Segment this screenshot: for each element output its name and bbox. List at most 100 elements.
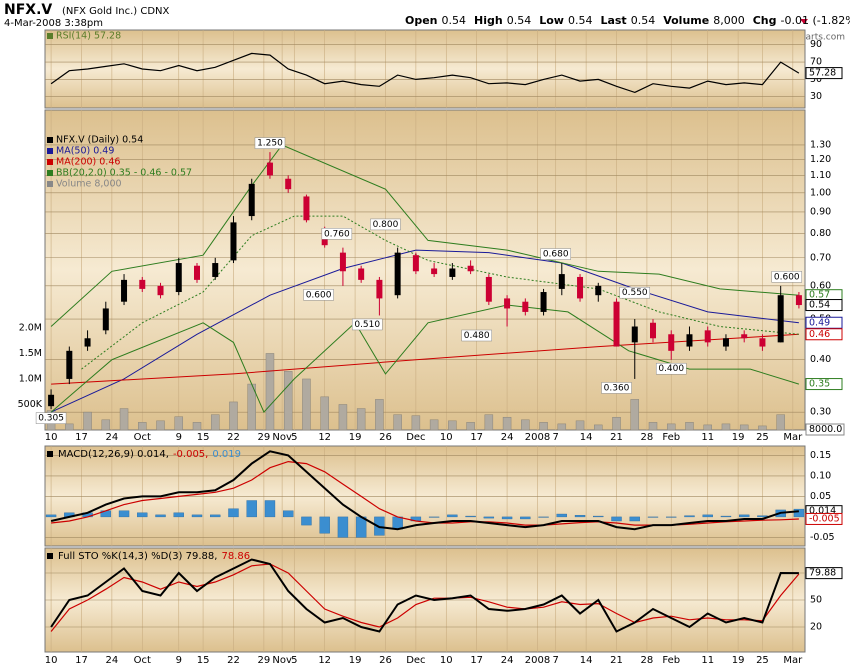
volume-bar xyxy=(630,399,640,431)
candle-body xyxy=(741,334,748,339)
overlay-line xyxy=(50,249,799,413)
value-box-label: 0.54 xyxy=(809,300,830,311)
volume-bar xyxy=(65,423,74,431)
histogram-bar xyxy=(647,516,659,518)
timestamp: 4-Mar-2008 3:38pm xyxy=(4,18,103,29)
x-tick-label: 19 xyxy=(349,432,362,443)
plot xyxy=(45,450,805,538)
y-tick-label: 0.05 xyxy=(810,491,831,502)
candle-body xyxy=(668,334,675,351)
candle-body xyxy=(121,279,128,302)
value-box-label: 8000.0 xyxy=(809,424,842,435)
value-box-label: 79.88 xyxy=(809,568,836,579)
series-line xyxy=(50,563,800,632)
histogram-bar xyxy=(720,515,732,518)
plot xyxy=(46,144,804,431)
histogram-bar xyxy=(264,500,276,518)
x-tick-label: 7 xyxy=(553,655,559,666)
x-tick-label: 19 xyxy=(732,432,745,443)
histogram-bar xyxy=(45,514,57,518)
candle-body xyxy=(650,322,656,339)
annotation-box xyxy=(540,248,571,260)
x-tick-label: 12 xyxy=(318,655,331,666)
annotation-box xyxy=(370,218,401,231)
annotation: 0.600 xyxy=(306,290,332,300)
histogram-bar xyxy=(173,512,184,518)
candle-body xyxy=(212,263,219,277)
candle-body xyxy=(449,268,456,277)
overlay-line xyxy=(50,144,799,327)
legend-entry: MA(50) 0.49 xyxy=(56,146,114,157)
histogram-bar xyxy=(538,516,549,518)
candle-body xyxy=(631,326,638,343)
volume-bar xyxy=(101,419,111,431)
volume-bar xyxy=(302,378,311,431)
candle-body xyxy=(759,338,766,347)
value-box xyxy=(805,67,843,80)
candle-body xyxy=(613,301,620,347)
legend-swatch xyxy=(47,148,53,154)
candle-body xyxy=(230,222,237,261)
x-tick-label: 17 xyxy=(470,655,483,666)
x-tick-label: 28 xyxy=(641,432,654,443)
volume-bar xyxy=(594,424,603,431)
histogram-bar xyxy=(137,512,148,518)
volume-bar xyxy=(283,371,293,431)
histogram-bar xyxy=(118,510,130,518)
annotation: 0.510 xyxy=(354,320,380,330)
legend-swatch xyxy=(47,159,53,165)
x-tick-label: Oct xyxy=(134,655,151,666)
x-tick-label: 22 xyxy=(227,432,240,443)
quote-label: Volume xyxy=(663,14,709,27)
volume-bar xyxy=(666,423,676,431)
y-tick-label: 30 xyxy=(810,91,822,102)
x-tick-label: Nov xyxy=(272,432,292,443)
histogram-bar xyxy=(392,516,403,530)
y-tick-label: 0.10 xyxy=(810,470,831,481)
legend-swatch xyxy=(47,181,53,187)
legend-entry: MA(200) 0.46 xyxy=(56,157,120,168)
volume-bar xyxy=(758,425,767,431)
volume-bar xyxy=(703,424,712,431)
x-tick-label: 29 xyxy=(258,655,271,666)
value-box xyxy=(805,378,843,391)
volume-bar xyxy=(448,420,457,431)
candle-body xyxy=(194,265,200,280)
candle-body xyxy=(358,268,365,280)
candle-body xyxy=(175,263,182,293)
x-tick-label: 11 xyxy=(701,432,714,443)
candle-body xyxy=(504,298,511,309)
x-tick-label: Mar xyxy=(783,432,803,443)
x-tick-label: 24 xyxy=(501,432,514,443)
histogram-bar xyxy=(702,514,713,518)
y2-tick-label: 500K xyxy=(18,399,43,410)
histogram-bar xyxy=(501,516,513,520)
x-tick-label: Dec xyxy=(406,655,425,666)
x-tick-label: 28 xyxy=(641,655,654,666)
volume-bar xyxy=(138,422,147,431)
annotation: 0.600 xyxy=(774,272,800,282)
candle-body xyxy=(157,285,164,296)
company: (NFX Gold Inc.) CDNX xyxy=(62,6,170,17)
x-tick-label: Nov xyxy=(272,655,292,666)
annotation-box xyxy=(655,362,687,375)
annotation: 0.550 xyxy=(622,288,648,298)
histogram-bar xyxy=(465,515,476,518)
legend-entry: 0.019 xyxy=(212,449,241,460)
candle-body xyxy=(686,334,693,347)
x-tick-label: 11 xyxy=(701,655,714,666)
candle-body xyxy=(558,274,565,289)
y2-tick-label: 1.0M xyxy=(19,373,42,384)
value-box xyxy=(805,328,843,341)
volume-bar xyxy=(539,422,548,431)
candle-body xyxy=(48,394,55,407)
value-box-label: 0.014 xyxy=(809,506,836,517)
y-tick-label: 0.90 xyxy=(810,206,831,217)
candle-body xyxy=(540,292,547,312)
annotation: 0.480 xyxy=(464,331,490,341)
annotation-box xyxy=(254,137,286,149)
legend-entry: NFX.V (Daily) 0.54 xyxy=(56,135,143,146)
annotation: 0.680 xyxy=(543,250,569,260)
x-tick-label: Feb xyxy=(662,432,680,443)
x-tick-label: 2008 xyxy=(525,432,550,443)
